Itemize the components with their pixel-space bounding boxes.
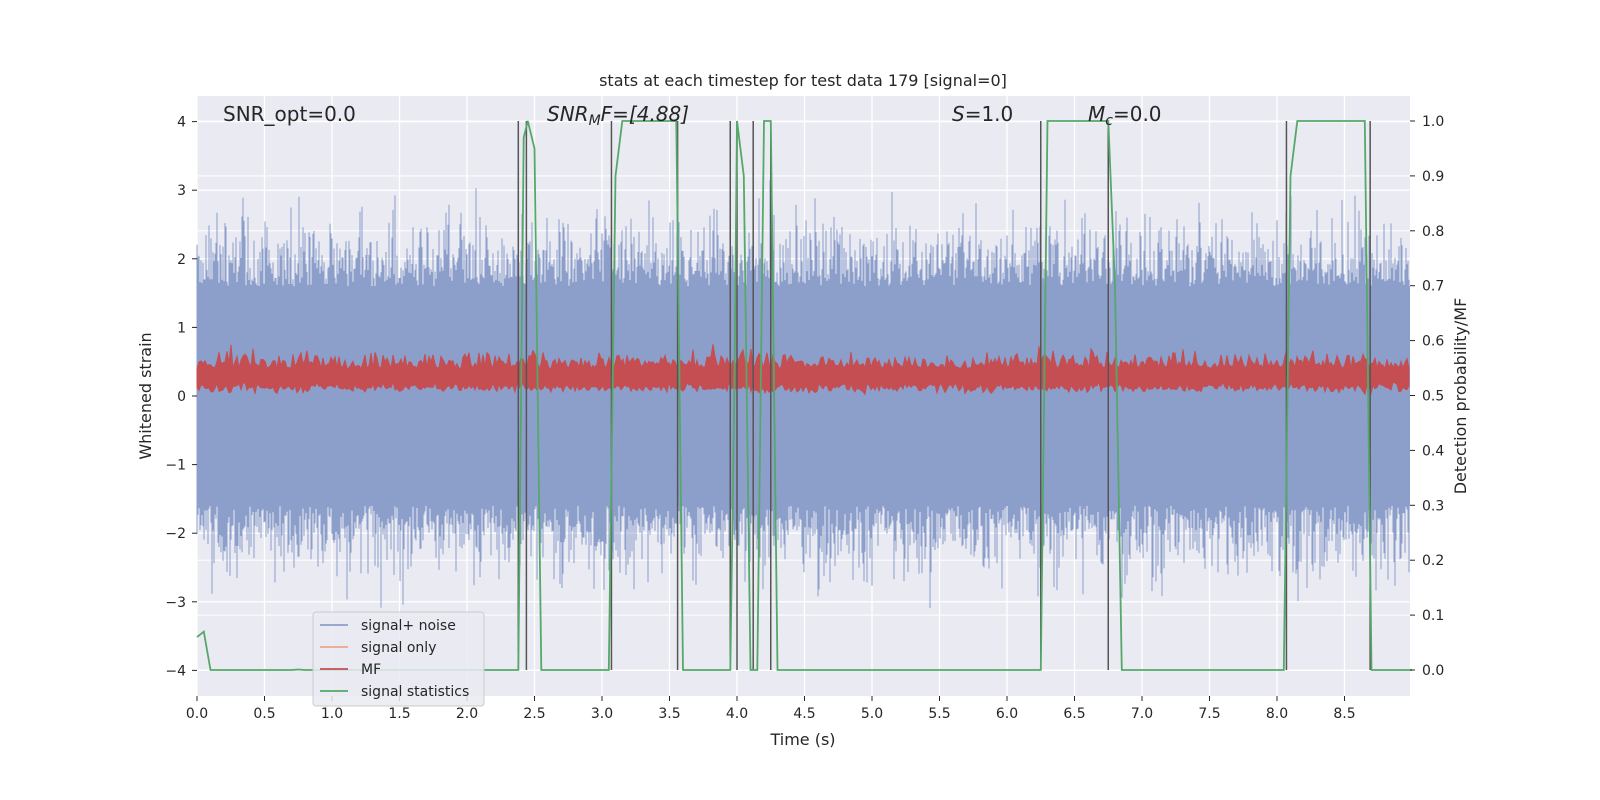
legend-box xyxy=(312,611,485,707)
y-tick-label: −4 xyxy=(165,663,186,679)
y-tick-label: 2 xyxy=(177,252,186,268)
annotation-snr-mf: SNRMF=[4.88] xyxy=(547,102,689,129)
y-tick-label: 0 xyxy=(177,389,186,405)
y2-tick-label: 0.2 xyxy=(1422,553,1444,569)
legend-label-signal-only: signal only xyxy=(361,640,436,656)
y-tick-label: −2 xyxy=(165,526,186,542)
chart-title: stats at each timestep for test data 179… xyxy=(599,71,1007,90)
x-tick-label: 3.0 xyxy=(591,706,613,722)
y2-tick-label: 0.5 xyxy=(1422,389,1444,405)
y-tick-label: 3 xyxy=(177,183,186,199)
x-tick-label: 3.5 xyxy=(658,706,680,722)
x-tick-label: 6.0 xyxy=(996,706,1018,722)
x-tick-label: 6.5 xyxy=(1063,706,1085,722)
y2-tick-label: 0.1 xyxy=(1422,608,1444,624)
legend-label-mf: MF xyxy=(361,662,381,678)
x-tick-label: 1.5 xyxy=(388,706,410,722)
y2-tick-label: 0.7 xyxy=(1422,279,1444,295)
y2-tick-label: 0.4 xyxy=(1422,443,1444,459)
y2-tick-label: 0.0 xyxy=(1422,663,1444,679)
x-tick-label: 2.5 xyxy=(523,706,545,722)
y-tick-label: −3 xyxy=(165,595,186,611)
legend-label-signal-statistics: signal statistics xyxy=(361,684,469,700)
legend: signal+ noise signal only MF signal stat… xyxy=(312,611,485,707)
x-tick-label: 2.0 xyxy=(456,706,478,722)
ticks: 0.0 0.5 1.0 1.5 2.0 2.5 3.0 3.5 4.0 4.5 5.0 5.5 6.0 6… xyxy=(165,114,1444,722)
x-tick-label: 7.5 xyxy=(1198,706,1220,722)
y-tick-label: −1 xyxy=(165,458,186,474)
x-tick-label: 0.0 xyxy=(186,706,208,722)
x-tick-label: 4.0 xyxy=(726,706,748,722)
x-tick-label: 4.5 xyxy=(793,706,815,722)
y2-tick-label: 1.0 xyxy=(1422,114,1444,130)
y2-tick-label: 0.9 xyxy=(1422,169,1444,185)
y2-tick-label: 0.6 xyxy=(1422,334,1444,350)
mf-line xyxy=(196,344,1410,396)
y2-axis-label: Detection probability/MF xyxy=(1451,298,1470,495)
x-tick-label: 5.5 xyxy=(928,706,950,722)
x-tick-label: 1.0 xyxy=(321,706,343,722)
y2-tick-label: 0.8 xyxy=(1422,224,1444,240)
y-axis-label: Whitened strain xyxy=(136,332,155,459)
annotation-snr-opt: SNR_opt=0.0 xyxy=(223,102,356,126)
x-tick-label: 8.5 xyxy=(1333,706,1355,722)
x-tick-label: 0.5 xyxy=(253,706,275,722)
y2-tick-label: 0.3 xyxy=(1422,498,1444,514)
y-tick-label: 4 xyxy=(177,115,186,131)
annotation-mc: Mc=0.0 xyxy=(1088,102,1162,129)
x-tick-label: 8.0 xyxy=(1266,706,1288,722)
annotation-s: S=1.0 xyxy=(952,102,1013,126)
legend-label-signal-noise: signal+ noise xyxy=(361,618,456,634)
x-tick-label: 5.0 xyxy=(861,706,883,722)
signal-noise-series xyxy=(196,180,1410,608)
x-axis-label: Time (s) xyxy=(769,730,835,749)
mf-series xyxy=(196,344,1410,396)
y-tick-label: 1 xyxy=(177,320,186,336)
x-tick-label: 7.0 xyxy=(1131,706,1153,722)
